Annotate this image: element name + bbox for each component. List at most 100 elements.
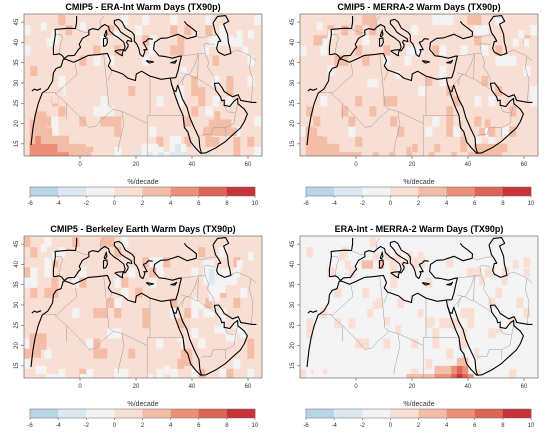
trend-cell [367, 309, 373, 318]
trend-cell [322, 151, 329, 156]
field-speckle [453, 287, 461, 298]
country-border [456, 53, 475, 76]
country-border [107, 70, 113, 81]
coastline [307, 88, 318, 92]
coastline [145, 60, 155, 64]
colorbar-tick-label: -2 [360, 201, 366, 207]
trend-cell [225, 119, 232, 128]
field-speckle [24, 267, 31, 278]
trend-cell [231, 38, 237, 47]
coastline [307, 310, 318, 314]
coastline [379, 251, 384, 260]
trend-cell [180, 349, 187, 358]
trend-cell [40, 341, 47, 350]
field-speckle [432, 348, 440, 359]
field-speckle [198, 338, 206, 349]
colorbar-swatch [474, 409, 504, 418]
trend-cell [231, 127, 237, 136]
field-speckle [488, 297, 496, 309]
colorbar-swatch [30, 187, 59, 196]
field-speckle [44, 267, 52, 278]
trend-cell [152, 151, 159, 156]
colorbar-tick-label: 0 [113, 201, 117, 207]
trend-cell [74, 151, 81, 156]
trend-cell [428, 373, 435, 378]
colorbar-swatch [226, 187, 256, 196]
field-speckle [495, 287, 503, 298]
field-speckle [530, 267, 538, 278]
y-tick-label: 40 [14, 38, 20, 45]
trend-cell [40, 135, 47, 145]
trend-cell [507, 325, 513, 334]
y-tick-label: 30 [14, 301, 20, 308]
trend-cell [479, 127, 485, 136]
field-speckle [79, 116, 87, 127]
colorbar-swatch [142, 187, 171, 196]
trend-cell [333, 373, 340, 378]
field-speckle [300, 45, 307, 56]
field-speckle [184, 116, 192, 127]
trend-cell [473, 357, 480, 367]
country-border [149, 76, 184, 116]
trend-cell [40, 111, 47, 120]
coastline [212, 15, 232, 56]
colorbar-swatch [502, 187, 532, 196]
trend-cell [490, 341, 497, 350]
country-border [180, 53, 199, 56]
field-speckle [481, 45, 489, 56]
field-speckle [446, 116, 454, 127]
trend-cell [384, 373, 390, 378]
map-frame [299, 235, 539, 379]
trend-cell [225, 127, 232, 136]
x-tick-label: 60 [245, 162, 252, 168]
country-border [375, 237, 381, 250]
field-speckle [495, 338, 503, 349]
trend-cell [434, 151, 441, 156]
country-border [99, 237, 105, 250]
field-speckle [184, 25, 192, 36]
trend-cell [141, 151, 148, 156]
field-speckle [149, 45, 157, 56]
field-speckle [219, 318, 227, 329]
trend-cell [220, 268, 226, 277]
trend-cell [473, 151, 480, 156]
field-speckle [397, 126, 405, 137]
x-tick-label: 40 [465, 384, 472, 390]
trend-cell [468, 373, 474, 378]
trend-cell [322, 143, 329, 153]
coastline [118, 18, 153, 58]
colorbar-tick-label: 2 [141, 201, 145, 207]
trend-cell [333, 143, 340, 153]
trend-cell [80, 143, 86, 153]
trend-cell [389, 373, 396, 378]
field-speckle [114, 126, 122, 137]
trend-cell [490, 143, 497, 153]
trend-cell [152, 143, 159, 153]
coastline [394, 18, 429, 58]
trend-cell [484, 268, 491, 277]
trend-cell [512, 260, 519, 269]
field-speckle [191, 328, 199, 339]
field-speckle [121, 287, 129, 298]
trend-cell [417, 309, 424, 318]
coastline [459, 242, 474, 259]
field-speckle [219, 25, 227, 36]
trend-cell [40, 365, 47, 375]
trend-cell [85, 373, 92, 378]
coastline [446, 281, 454, 286]
country-border [498, 105, 511, 113]
field-speckle [156, 136, 164, 147]
trend-cell [361, 151, 368, 156]
field-speckle [369, 25, 377, 36]
trend-cell [496, 143, 502, 153]
trend-cell [214, 284, 221, 293]
trend-cell [328, 143, 334, 153]
y-tick-label: 15 [14, 140, 20, 147]
field-speckle [86, 146, 94, 156]
trend-cell [384, 317, 390, 326]
field-speckle [100, 116, 108, 127]
trend-cell [52, 143, 58, 153]
trend-cell [378, 260, 385, 269]
field-speckle [488, 136, 496, 147]
coastline [30, 255, 197, 368]
